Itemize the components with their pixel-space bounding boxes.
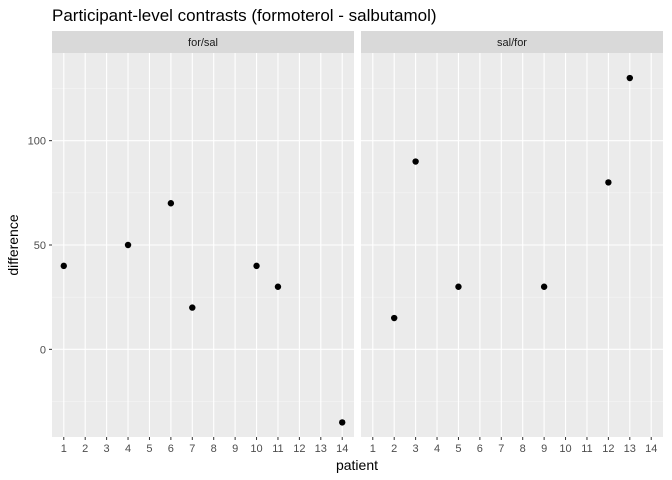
facet-panel-1: for/sal [52,31,354,437]
data-point [540,283,548,290]
data-point [167,200,175,207]
data-point [124,241,132,249]
x-axis-2: 1 2 3 4 5 6 7 8 9 10 11 12 13 14 [370,437,657,455]
y-axis: 0 50 100 [28,136,52,356]
x-tick-label: 13 [624,443,636,455]
x-tick-label: 7 [189,443,195,455]
x-axis-title: patient [336,457,378,473]
x-tick-label: 3 [104,443,110,455]
x-tick-label: 11 [272,443,283,455]
facet-panels: for/sal sal/for [52,31,663,437]
x-tick-label: 1 [370,443,376,455]
y-tick-label: 0 [40,344,46,356]
x-tick-label: 3 [413,443,419,455]
data-point [455,283,462,290]
y-axis-title: difference [5,214,21,275]
x-tick-label: 7 [498,443,504,455]
x-tick-label: 6 [168,443,174,455]
facet-strip-label: for/sal [188,37,218,49]
x-tick-label: 12 [293,443,305,455]
x-tick-label: 8 [211,443,217,455]
data-point [390,314,398,322]
data-point [626,74,634,82]
facet-panel-2: sal/for [361,31,663,437]
data-point [605,179,612,186]
chart-title: Participant-level contrasts (formoterol … [52,6,437,25]
x-tick-label: 14 [336,443,348,455]
data-point [412,158,419,165]
x-tick-label: 13 [315,443,327,455]
x-tick-label: 10 [559,443,571,455]
data-point [189,304,196,311]
x-tick-label: 9 [232,443,238,455]
x-tick-label: 8 [520,443,526,455]
data-point [253,262,260,270]
x-tick-label: 10 [250,443,262,455]
data-point [339,419,346,426]
x-tick-label: 14 [645,443,657,455]
facet-strip [361,31,663,53]
data-point [60,262,67,270]
y-tick-label: 100 [28,136,46,148]
x-tick-label: 2 [391,443,397,455]
x-tick-label: 4 [434,443,440,455]
x-tick-label: 9 [541,443,547,455]
y-tick-label: 50 [34,240,46,252]
x-axes: 1 2 3 4 5 6 7 8 9 10 11 12 13 14 1 2 3 4 5 6 7 8 9 10 11 12 13 14 [61,437,657,455]
data-point [274,283,282,290]
facet-strip-label: sal/for [497,37,527,49]
x-tick-label: 6 [477,443,483,455]
facet-strip [52,31,354,53]
x-tick-label: 12 [602,443,614,455]
x-tick-label: 2 [82,443,88,455]
x-tick-label: 1 [61,443,67,455]
x-tick-label: 4 [125,443,131,455]
x-tick-label: 11 [581,443,592,455]
x-axis-1: 1 2 3 4 5 6 7 8 9 10 11 12 13 14 [61,437,348,455]
x-tick-label: 5 [146,443,152,455]
x-tick-label: 5 [455,443,461,455]
